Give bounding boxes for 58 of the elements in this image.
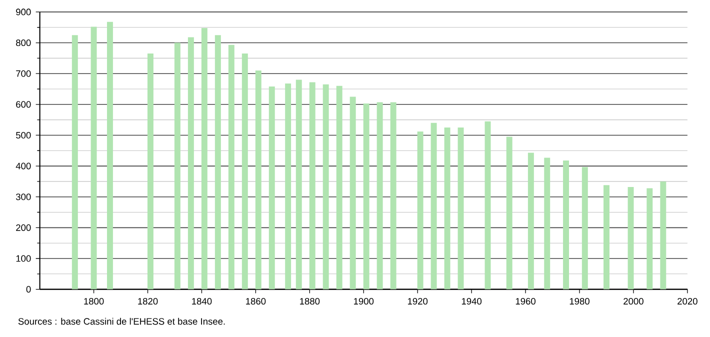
- y-tick-label: 400: [16, 162, 31, 170]
- y-tick-label: 0: [26, 286, 31, 293]
- x-tick-label: 1860: [246, 298, 266, 305]
- bar: [646, 188, 653, 290]
- bar: [147, 54, 154, 290]
- bar: [528, 152, 534, 290]
- bar: [363, 103, 370, 290]
- bar: [390, 102, 396, 290]
- bar: [228, 44, 234, 290]
- bar: [582, 166, 588, 290]
- y-tick-label: 900: [16, 8, 31, 16]
- bar: [285, 83, 292, 290]
- bar: [296, 80, 302, 290]
- bar: [628, 186, 634, 290]
- y-tick-label: 500: [16, 132, 31, 138]
- y-tick-label: 800: [16, 39, 31, 46]
- y-tick-label: 600: [16, 101, 31, 108]
- x-tick-label: 1800: [84, 298, 104, 305]
- y-tick-label: 200: [16, 224, 31, 231]
- x-tick-label: 1940: [462, 298, 482, 305]
- bar: [376, 102, 383, 290]
- bar: [72, 35, 78, 290]
- x-tick-label: 1880: [300, 298, 320, 305]
- source-note: Sources : base Cassini de l'EHESS et base Insee.: [18, 318, 225, 325]
- bar: [660, 181, 666, 290]
- bar: [174, 42, 180, 290]
- bar: [322, 84, 329, 290]
- bar: [484, 121, 491, 290]
- bar: [336, 86, 342, 290]
- y-tick-label: 700: [16, 70, 31, 77]
- bar: [90, 26, 97, 290]
- bar: [255, 70, 262, 290]
- bar: [268, 86, 275, 290]
- bar: [430, 122, 437, 290]
- x-tick-label: 1920: [408, 298, 428, 305]
- bar: [417, 131, 424, 290]
- bar: [544, 158, 550, 290]
- bar: [604, 185, 610, 290]
- x-tick-label: 2000: [624, 298, 644, 305]
- x-tick-label: 1980: [570, 298, 590, 305]
- bar: [188, 37, 194, 290]
- bar: [242, 54, 248, 290]
- x-tick-label: 2020: [678, 298, 698, 305]
- x-tick-label: 1820: [138, 298, 158, 305]
- bar: [350, 96, 356, 290]
- x-tick-label: 1840: [192, 298, 212, 305]
- bar: [506, 136, 512, 290]
- y-tick-label: 100: [16, 255, 31, 262]
- bar: [201, 28, 208, 290]
- y-tick-label: 300: [16, 194, 31, 200]
- bar: [214, 35, 221, 290]
- x-tick-label: 1960: [516, 298, 536, 305]
- bar: [106, 22, 113, 290]
- bar: [309, 82, 316, 290]
- bar: [563, 160, 569, 290]
- x-tick-label: 1900: [354, 298, 374, 305]
- bar: [444, 127, 450, 290]
- bar: [458, 127, 464, 290]
